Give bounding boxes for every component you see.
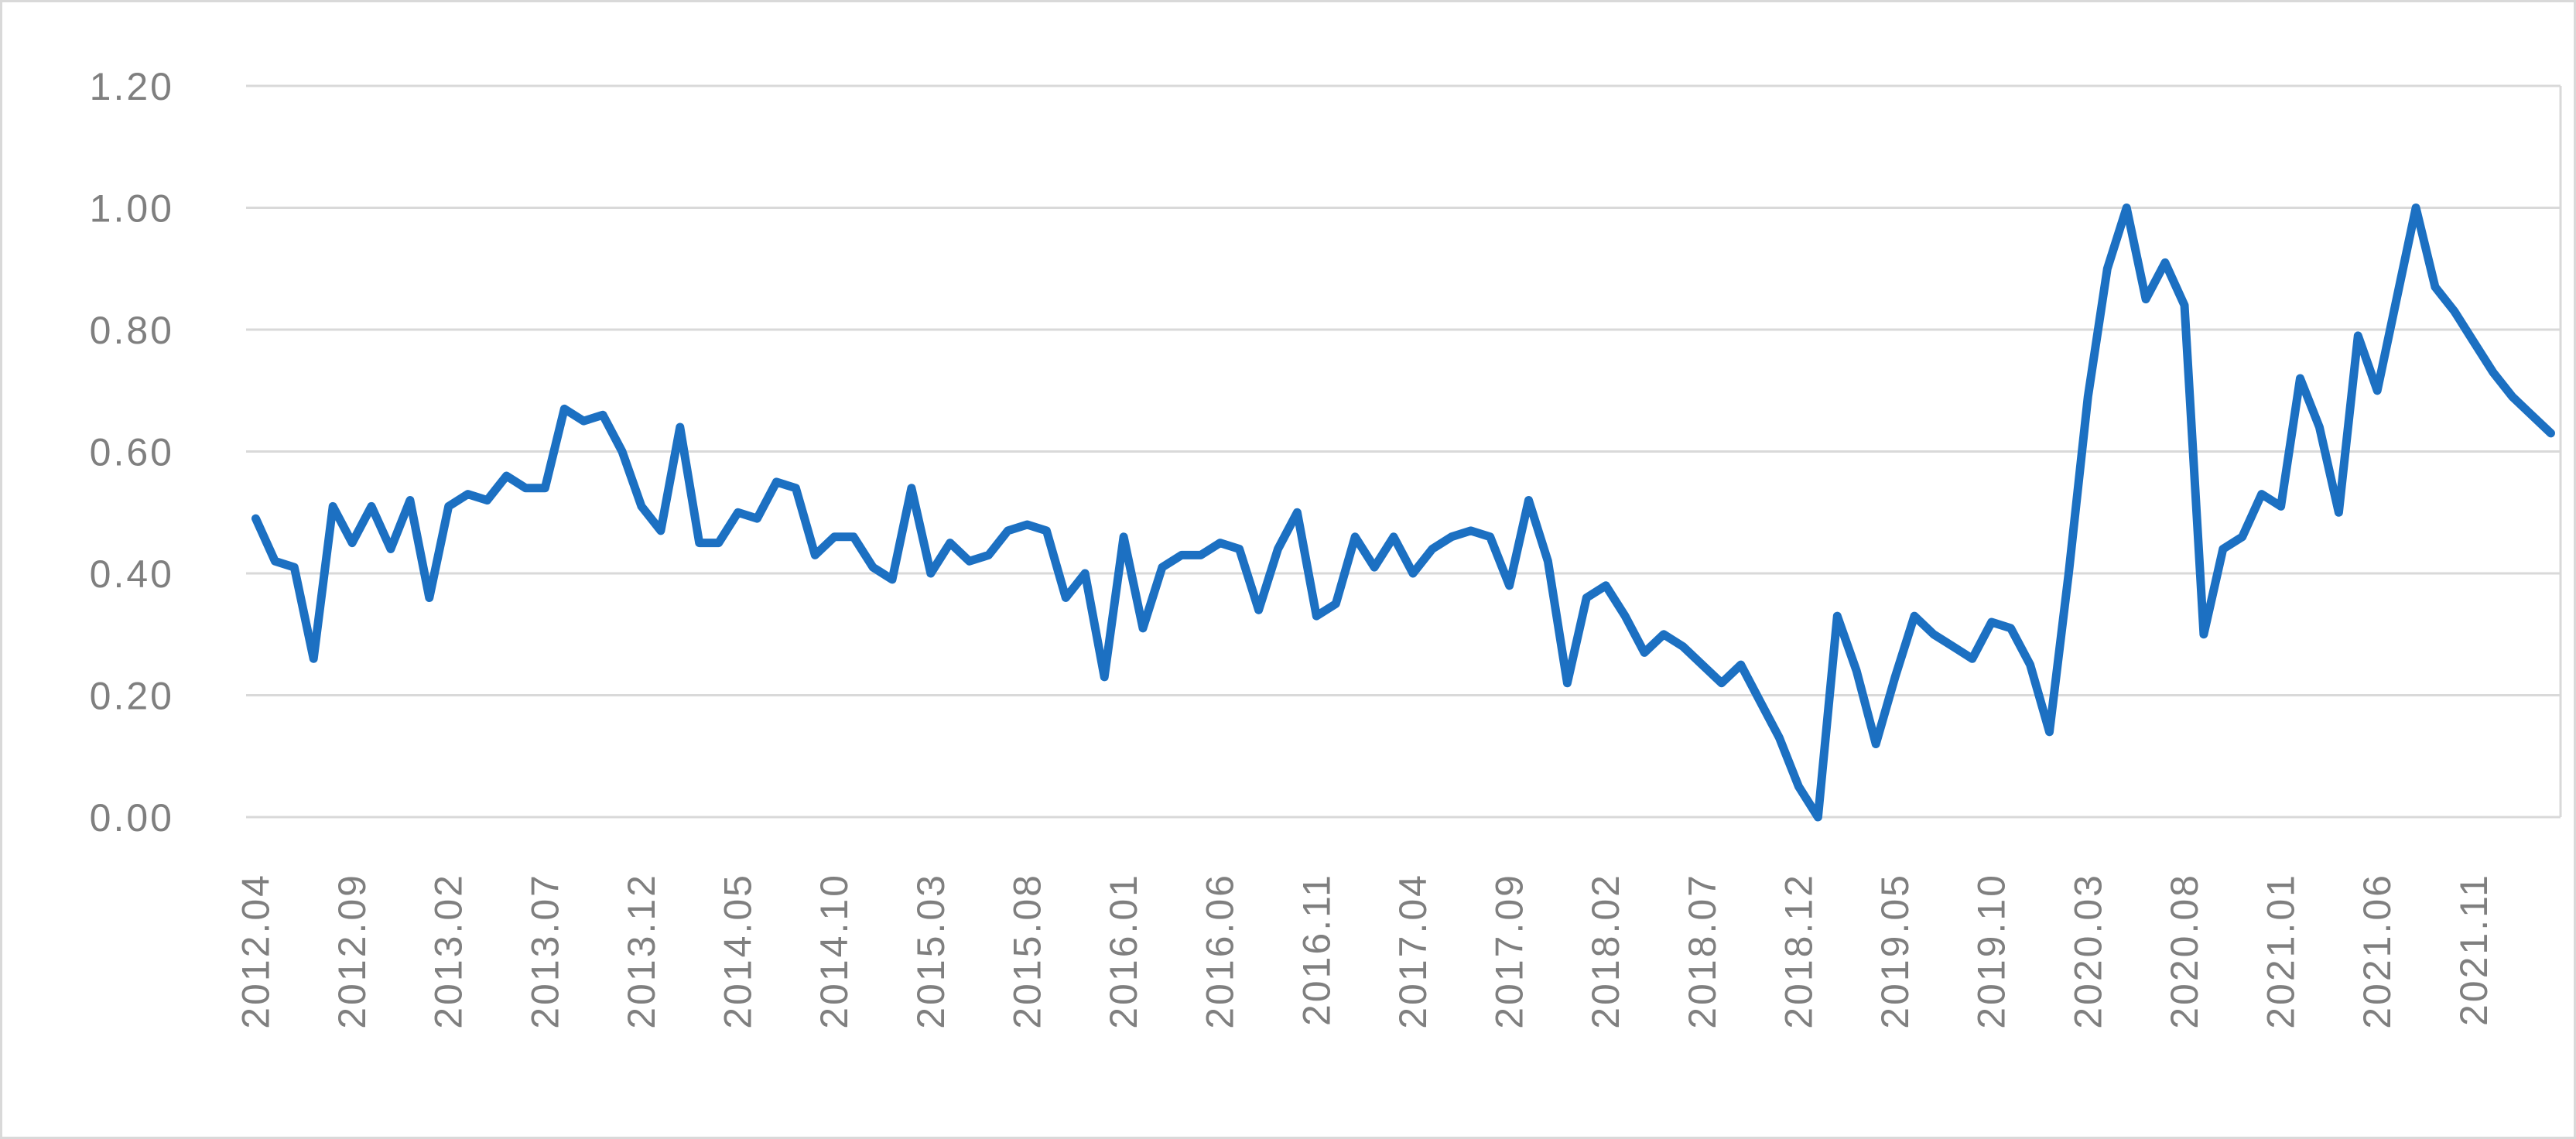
- x-tick-label: 2016.06: [1199, 873, 1242, 1029]
- y-tick-label: 0.40: [90, 552, 174, 596]
- data-line: [251, 204, 2555, 822]
- x-tick-label: 2021.06: [2355, 873, 2399, 1029]
- y-tick-label: 1.20: [90, 65, 174, 108]
- x-tick-label: 2018.07: [1681, 873, 1724, 1029]
- x-tick-label: 2015.08: [1005, 873, 1049, 1029]
- x-tick-label: 2017.04: [1391, 873, 1435, 1029]
- x-tick-label: 2014.05: [717, 873, 760, 1029]
- x-tick-label: 2018.12: [1777, 873, 1820, 1029]
- x-tick-label: 2020.03: [2066, 873, 2109, 1029]
- y-tick-label: 0.60: [90, 431, 174, 474]
- x-tick-label: 2014.10: [812, 873, 856, 1029]
- x-tick-label: 2016.11: [1295, 873, 1338, 1026]
- x-tick-label: 2019.10: [1970, 873, 2013, 1029]
- x-tick-label: 2017.09: [1488, 873, 1531, 1029]
- x-tick-label: 2016.01: [1102, 873, 1145, 1029]
- x-tick-label: 2020.08: [2163, 873, 2206, 1029]
- x-tick-label: 2018.02: [1584, 873, 1627, 1029]
- x-tick-label: 2013.12: [620, 873, 663, 1029]
- x-tick-label: 2015.03: [909, 873, 953, 1029]
- x-tick-label: 2012.04: [234, 873, 277, 1029]
- y-tick-label: 0.80: [90, 309, 174, 352]
- x-tick-label: 2021.11: [2452, 873, 2496, 1026]
- x-tick-label: 2013.02: [427, 873, 470, 1029]
- x-tick-label: 2013.07: [523, 873, 566, 1029]
- x-tick-label: 2021.01: [2260, 873, 2303, 1029]
- y-tick-label: 0.00: [90, 796, 174, 840]
- x-tick-label: 2019.05: [1873, 873, 1917, 1029]
- y-tick-label: 0.20: [90, 675, 174, 718]
- x-tick-label: 2012.09: [330, 873, 374, 1029]
- y-tick-label: 1.00: [90, 187, 174, 231]
